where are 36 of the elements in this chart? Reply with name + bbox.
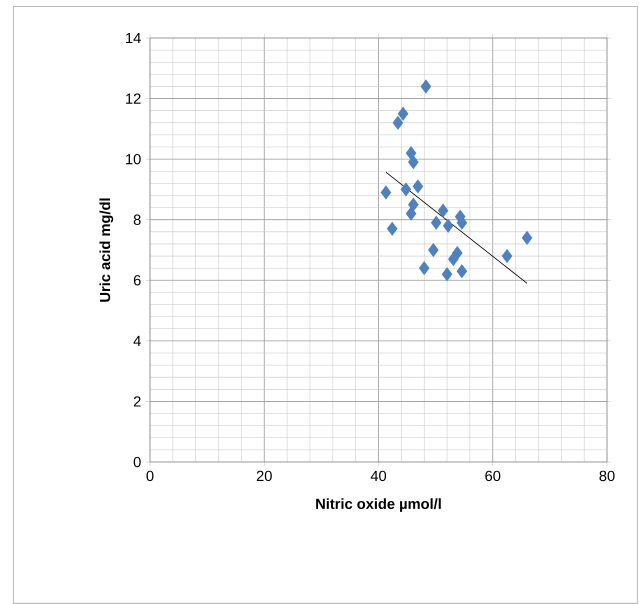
y-tick-label: 12 — [126, 93, 141, 104]
x-tick-label: 60 — [485, 470, 500, 482]
point — [392, 116, 404, 130]
point — [408, 198, 419, 212]
y-tick-label: 10 — [126, 154, 141, 164]
point — [448, 252, 459, 266]
point — [408, 155, 419, 170]
point — [522, 230, 532, 245]
point — [386, 222, 398, 236]
point — [442, 267, 452, 282]
x-tick-label: 40 — [370, 470, 386, 482]
point — [412, 179, 424, 194]
point — [430, 216, 442, 230]
x-axis-title: Nitric oxide µmol/l — [316, 498, 441, 512]
point — [418, 261, 430, 276]
point — [406, 206, 416, 221]
point — [380, 186, 392, 200]
x-tick-label: 0 — [146, 470, 154, 482]
y-tick-label: 2 — [134, 396, 141, 407]
point — [420, 80, 432, 94]
y-tick-label: 0 — [134, 456, 141, 468]
point — [428, 243, 439, 257]
point — [502, 249, 512, 263]
point — [406, 146, 416, 160]
point — [456, 264, 468, 278]
point — [442, 218, 454, 233]
x-tick-label: 80 — [599, 470, 615, 482]
y-tick-label: 14 — [126, 32, 141, 44]
y-tick-label: 8 — [134, 214, 141, 225]
y-tick-label: 6 — [134, 275, 141, 286]
x-tick-label: 20 — [256, 470, 272, 482]
point — [400, 182, 412, 196]
point — [438, 204, 448, 218]
point — [398, 106, 408, 121]
y-axis-title: Uric acid mg/dl — [99, 198, 114, 302]
y-tick-label: 4 — [133, 336, 141, 346]
